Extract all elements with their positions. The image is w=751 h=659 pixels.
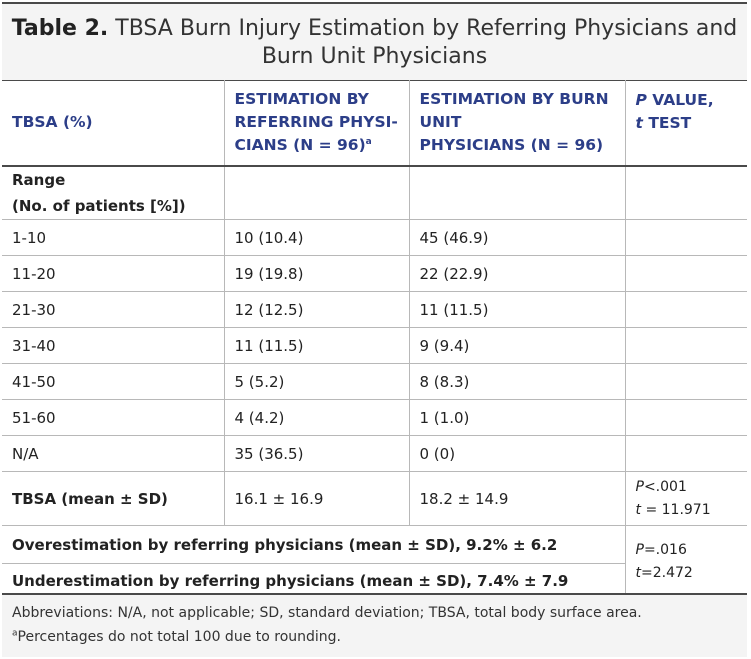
header-p-rest: VALUE, [646,91,714,109]
mean-t-symbol: t [635,501,642,518]
mean-referring: 16.1 ± 16.9 [223,471,410,526]
header-tbsa: TBSA (%) [2,80,225,167]
header-burn-unit: ESTIMATION BY BURN UNIT PHYSICIANS (N = … [408,80,626,167]
over-under-p-symbol: P [635,542,644,558]
mean-p-value: P<.001 t = 11.971 [624,471,747,526]
range-row: Range (No. of patients [%]) [2,165,747,220]
header-row: TBSA (%) ESTIMATION BY REFERRING PHYSI- … [2,80,747,167]
tbsa-range: 51-60 [2,399,225,436]
overestimation-label: Overestimation by referring physicians (… [2,525,626,564]
table-row: 1-10 10 (10.4) 45 (46.9) [2,219,747,256]
referring-value: 19 (19.8) [223,255,410,292]
mean-burn-unit: 18.2 ± 14.9 [408,471,626,526]
table-row: 11-20 19 (19.8) 22 (22.9) [2,255,747,292]
table-footnotes: Abbreviations: N/A, not applicable; SD, … [2,593,747,657]
over-under-t-number: =2.472 [641,565,693,581]
referring-value: 35 (36.5) [223,435,410,472]
header-referring-line3: CIANS (N = 96) [234,136,366,155]
table-row: 31-40 11 (11.5) 9 (9.4) [2,327,747,364]
p-value-empty [624,255,747,292]
header-t-symbol: t [635,114,643,132]
range-empty-3 [624,165,747,220]
header-tbsa-label: TBSA (%) [12,113,93,132]
table-row: 41-50 5 (5.2) 8 (8.3) [2,363,747,400]
p-value-empty [624,219,747,256]
burn-unit-value: 8 (8.3) [408,363,626,400]
referring-value: 5 (5.2) [223,363,410,400]
burn-unit-value: 1 (1.0) [408,399,626,436]
header-p-value: P VALUE, t TEST [624,80,747,167]
range-label: Range (No. of patients [%]) [2,165,225,220]
overestimation-row: Overestimation by referring physicians (… [2,525,747,599]
table-row: 21-30 12 (12.5) 11 (11.5) [2,291,747,328]
mean-p-symbol: P [635,478,644,495]
referring-value: 10 (10.4) [223,219,410,256]
burn-unit-value: 22 (22.9) [408,255,626,292]
table-label: Table 2. [11,16,109,41]
header-burn-unit-line1: ESTIMATION BY BURN [419,90,609,109]
mean-row: TBSA (mean ± SD) 16.1 ± 16.9 18.2 ± 14.9… [2,471,747,526]
p-value-empty [624,327,747,364]
table-row: 51-60 4 (4.2) 1 (1.0) [2,399,747,436]
header-referring: ESTIMATION BY REFERRING PHYSI- CIANS (N … [223,80,410,167]
header-burn-unit-line2: UNIT [419,113,462,132]
mean-label: TBSA (mean ± SD) [2,471,225,526]
referring-value: 11 (11.5) [223,327,410,364]
mean-t-number: = 11.971 [641,501,711,518]
p-value-empty [624,435,747,472]
burn-unit-value: 11 (11.5) [408,291,626,328]
range-empty-2 [408,165,626,220]
header-referring-line2: REFERRING PHYSI- [234,113,398,132]
header-referring-line1: ESTIMATION BY [234,90,369,109]
over-under-p-number: =.016 [643,542,687,558]
table-row: N/A 35 (36.5) 0 (0) [2,435,747,472]
p-value-empty [624,291,747,328]
tbsa-range: 21-30 [2,291,225,328]
header-p-symbol: P [635,91,647,109]
p-value-empty [624,363,747,400]
data-table: TBSA (%) ESTIMATION BY REFERRING PHYSI- … [2,80,747,599]
range-empty-1 [223,165,410,220]
rounding-note-text: Percentages do not total 100 due to roun… [17,629,342,645]
burn-unit-value: 45 (46.9) [408,219,626,256]
tbsa-range: 11-20 [2,255,225,292]
table-title-text: TBSA Burn Injury Estimation by Referring… [115,16,738,69]
table-title: Table 2. TBSA Burn Injury Estimation by … [2,2,747,80]
over-under-t-symbol: t [635,565,642,581]
range-label-line2: (No. of patients [%]) [12,196,186,215]
p-value-empty [624,399,747,436]
rounding-note: aPercentages do not total 100 due to rou… [12,625,737,649]
tbsa-range: 1-10 [2,219,225,256]
referring-value: 12 (12.5) [223,291,410,328]
over-under-p-value: P=.016 t=2.472 [624,525,747,599]
tbsa-range: 41-50 [2,363,225,400]
range-label-line1: Range [12,170,66,189]
rounding-footnote-mark: a [12,628,18,639]
abbreviations-note: Abbreviations: N/A, not applicable; SD, … [12,605,642,621]
referring-value: 4 (4.2) [223,399,410,436]
burn-unit-value: 0 (0) [408,435,626,472]
header-burn-unit-line3: PHYSICIANS (N = 96) [419,136,604,155]
mean-p-number: <.001 [643,478,687,495]
header-referring-footnote-mark: a [365,137,372,148]
header-t-rest: TEST [642,114,692,132]
tbsa-range: N/A [2,435,225,472]
burn-unit-value: 9 (9.4) [408,327,626,364]
tbsa-range: 31-40 [2,327,225,364]
